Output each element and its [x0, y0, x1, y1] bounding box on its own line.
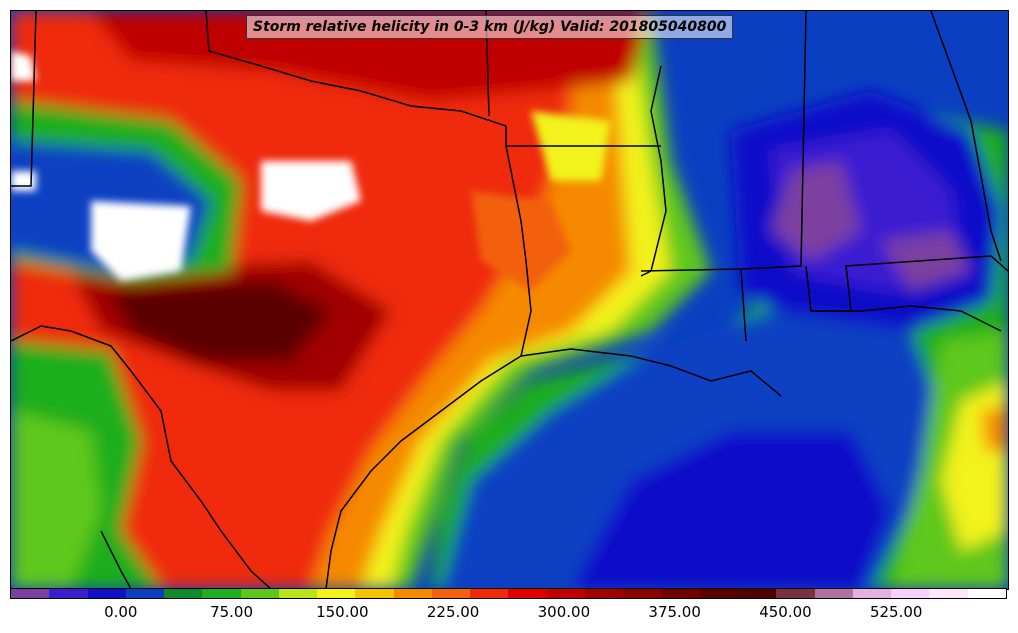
colorbar-swatch	[508, 589, 547, 598]
map-canvas	[11, 11, 1008, 589]
colorbar-swatch	[125, 589, 165, 598]
colorbar-swatch	[623, 589, 662, 598]
colorbar-swatch	[546, 589, 585, 598]
colorbar-tick-label: 375.00	[648, 603, 701, 621]
colorbar-swatch	[584, 589, 624, 598]
colorbar-swatch	[355, 589, 394, 598]
colorbar-swatch	[470, 589, 509, 598]
boundary-lines	[11, 11, 1008, 589]
colorbar-swatch	[852, 589, 892, 598]
colorbar-swatch	[49, 589, 88, 598]
field-smooth	[11, 11, 1008, 589]
helicity-map	[10, 10, 1009, 590]
colorbar-swatch	[11, 589, 50, 598]
colorbar-swatch	[202, 589, 241, 598]
colorbar-tick-label: 300.00	[537, 603, 591, 621]
colorbar-tick-label: 75.00	[210, 603, 254, 621]
colorbar-tick-label: 525.00	[869, 603, 923, 621]
colorbar	[10, 588, 1007, 599]
colorbar-swatch	[431, 589, 471, 598]
colorbar-swatch	[967, 589, 1006, 598]
colorbar-swatch	[240, 589, 279, 598]
colorbar-swatch	[699, 589, 739, 598]
colorbar-swatch	[661, 589, 700, 598]
colorbar-swatch	[87, 589, 126, 598]
colorbar-swatch	[278, 589, 318, 598]
colorbar-tick-label: 150.00	[316, 603, 369, 621]
colorbar-swatch	[891, 589, 930, 598]
colorbar-tick-label: 0.00	[104, 603, 138, 621]
field-detail	[11, 51, 611, 291]
map-title: Storm relative helicity in 0-3 km (J/kg)…	[246, 15, 734, 39]
colorbar-tick-label: 450.00	[759, 603, 812, 621]
colorbar-swatch	[776, 589, 815, 598]
colorbar-swatch	[738, 589, 777, 598]
colorbar-tick-label: 225.00	[426, 603, 480, 621]
colorbar-swatch	[164, 589, 203, 598]
colorbar-swatch	[814, 589, 853, 598]
colorbar-swatch	[317, 589, 356, 598]
colorbar-swatch	[929, 589, 968, 598]
colorbar-ticks: 0.00 75.00 150.00 225.00 300.00 375.00 450.00 5…	[10, 600, 1007, 630]
colorbar-swatch	[393, 589, 432, 598]
